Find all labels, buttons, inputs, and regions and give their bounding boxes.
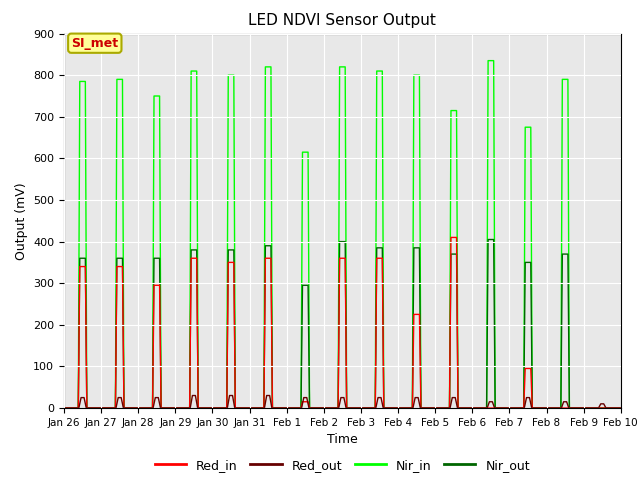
- Text: SI_met: SI_met: [71, 36, 118, 50]
- Y-axis label: Output (mV): Output (mV): [15, 182, 28, 260]
- Title: LED NDVI Sensor Output: LED NDVI Sensor Output: [248, 13, 436, 28]
- Legend: Red_in, Red_out, Nir_in, Nir_out: Red_in, Red_out, Nir_in, Nir_out: [150, 454, 535, 477]
- X-axis label: Time: Time: [327, 433, 358, 446]
